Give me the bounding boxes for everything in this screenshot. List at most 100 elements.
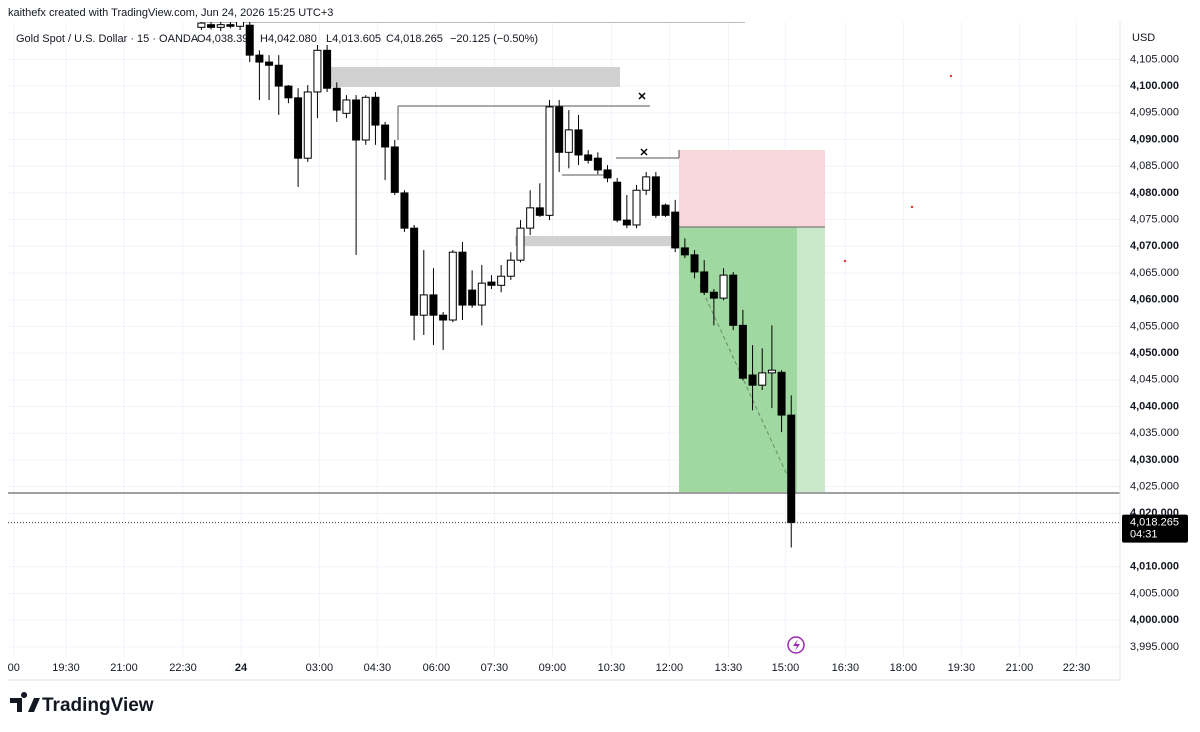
- candle-body: [361, 96, 370, 141]
- grid: [8, 22, 1120, 657]
- candle-body: [265, 61, 274, 66]
- candle-body: [516, 227, 525, 261]
- candle-body: [767, 369, 776, 374]
- candle-body: [390, 146, 399, 193]
- ohlc-high: H4,042.080: [260, 33, 317, 45]
- brand: TradingView: [10, 692, 154, 716]
- candle-body: [400, 192, 409, 229]
- event-icon[interactable]: [787, 636, 805, 654]
- candle-body: [342, 99, 351, 114]
- candle-body: [738, 324, 747, 379]
- x-tick-label: 09:00: [539, 662, 567, 674]
- candle-body: [574, 129, 583, 156]
- currency: USD: [1132, 32, 1155, 44]
- dot: [843, 259, 847, 263]
- candle-body: [642, 176, 651, 191]
- candle-body: [506, 259, 515, 277]
- candle-body: [729, 274, 738, 326]
- candle-body: [448, 251, 457, 321]
- candle-body: [255, 54, 264, 63]
- candle-body: [564, 129, 573, 153]
- y-axis: USD 3,995.000 4,000.000 4,005.000 4,010.000…: [1119, 22, 1188, 680]
- x-tick-label: 18:00: [890, 662, 918, 674]
- candle-body: [593, 157, 602, 171]
- symbol-title: Gold Spot / U.S. Dollar · 15 · OANDA: [16, 33, 199, 45]
- zone: [330, 67, 620, 87]
- candle-body: [613, 181, 622, 221]
- x-tick-label: 07:30: [481, 662, 509, 674]
- candle-body: [487, 281, 496, 286]
- candle-body: [226, 24, 235, 27]
- y-tick-label: 4,060.000: [1130, 294, 1179, 306]
- event-icon-bolt: [793, 639, 800, 651]
- candle-body: [216, 24, 225, 28]
- x-tick-label: 04:30: [364, 662, 392, 674]
- x-tick-label: 19:30: [948, 662, 976, 674]
- symbol-header: Gold Spot / U.S. Dollar · 15 · OANDA O4,…: [16, 33, 538, 45]
- x-marker: [638, 92, 646, 100]
- candle-body: [477, 282, 486, 306]
- y-tick-label: 4,005.000: [1130, 587, 1179, 599]
- x-tick-label: 15:00: [772, 662, 800, 674]
- x-tick-label: 21:00: [110, 662, 138, 674]
- countdown-label: 04:31: [1130, 529, 1158, 541]
- candle-body: [197, 22, 206, 28]
- candle-body: [381, 124, 390, 148]
- candle-body: [661, 204, 670, 216]
- candle-body: [371, 96, 380, 126]
- candle-body: [419, 294, 428, 316]
- x-tick-label: 24: [235, 662, 248, 674]
- last-price-box: [1122, 514, 1188, 543]
- candle-body: [632, 189, 641, 226]
- candle-body: [545, 106, 554, 216]
- candle-body: [284, 85, 293, 99]
- change: −20.125 (−0.50%): [450, 33, 538, 45]
- candle-body: [458, 251, 467, 306]
- stop-zone: [679, 150, 825, 227]
- x-tick-label: 19:30: [52, 662, 80, 674]
- candle-body: [555, 106, 564, 153]
- candle-body: [787, 414, 796, 524]
- last-price-label: 4,018.265: [1130, 517, 1179, 529]
- y-tick-label: 4,000.000: [1130, 614, 1179, 626]
- x-tick-label: 16:30: [832, 662, 860, 674]
- candle-body: [709, 291, 718, 299]
- y-tick-label: 4,075.000: [1130, 214, 1179, 226]
- target-zone: [679, 227, 797, 493]
- candle-body: [526, 207, 535, 229]
- y-tick-label: 4,050.000: [1130, 347, 1179, 359]
- drawings: [8, 22, 1120, 654]
- x-tick-label: 21:00: [1006, 662, 1034, 674]
- y-tick-label: 4,045.000: [1130, 374, 1179, 386]
- candle-body: [777, 371, 786, 416]
- candle-body: [429, 294, 438, 316]
- candle-body: [748, 374, 757, 386]
- candle-body: [758, 372, 767, 386]
- y-tick-label: 4,090.000: [1130, 133, 1179, 145]
- candle-body: [680, 247, 689, 256]
- candle-body: [622, 219, 631, 226]
- x-marker: [640, 148, 648, 156]
- x-axis: 00 19:30 21:00 22:30 24 03:00 04:30 06:00 07:30 0…: [8, 662, 1120, 681]
- candle-body: [719, 274, 728, 299]
- candle-body: [303, 91, 312, 159]
- candles: [8, 22, 1120, 548]
- y-tick-label: 4,095.000: [1130, 107, 1179, 119]
- brand-name: TradingView: [42, 695, 154, 716]
- candle-body: [236, 22, 245, 27]
- candle-body: [497, 275, 506, 286]
- x-tick-label: 12:00: [656, 662, 684, 674]
- x-tick-label: 00: [8, 662, 20, 674]
- candle-body: [439, 314, 448, 321]
- ohlc-low: L4,013.605: [326, 33, 381, 45]
- x-tick-label: 06:00: [423, 662, 451, 674]
- y-tick-label: 4,080.000: [1130, 187, 1179, 199]
- candle-body: [671, 211, 680, 249]
- candle-body: [535, 207, 544, 216]
- y-tick-label: 4,055.000: [1130, 320, 1179, 332]
- dot: [949, 74, 953, 78]
- y-tick-label: 4,070.000: [1130, 240, 1179, 252]
- y-tick-label: 4,105.000: [1130, 53, 1179, 65]
